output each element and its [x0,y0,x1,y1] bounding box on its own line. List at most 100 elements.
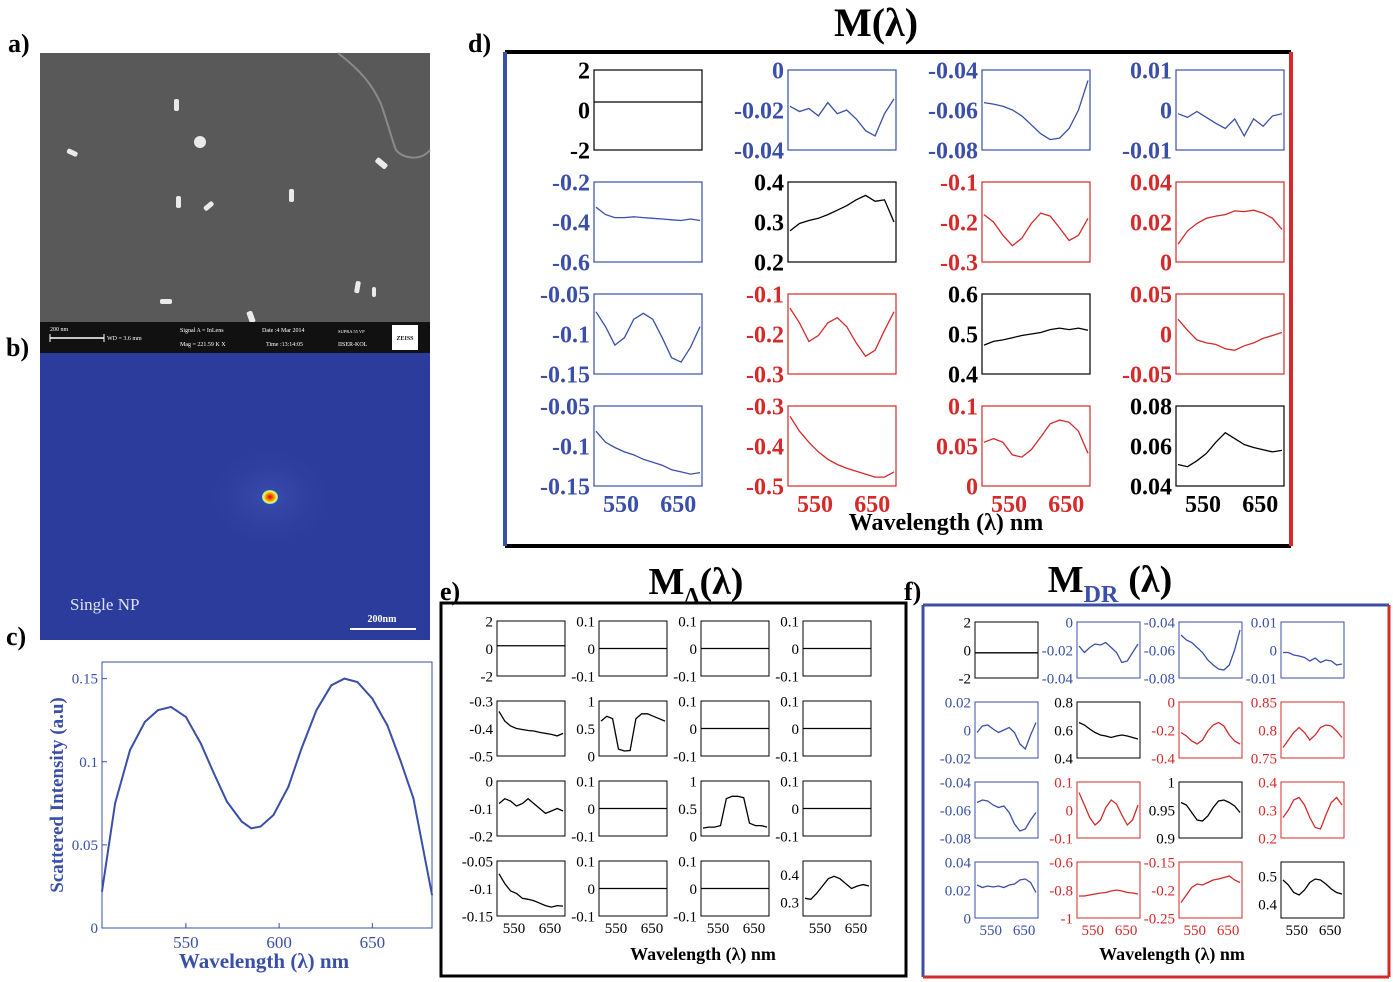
subplot-y-tick-label: -0.02 [1042,643,1073,659]
subplot-y-tick-label: -0.1 [571,829,595,845]
subplot-y-tick-label: -0.1 [571,909,595,925]
subplot-line [983,80,1089,141]
subplot-line [1180,875,1241,903]
subplot-y-tick-label: 0.5 [576,722,595,738]
subplot-y-tick-label: -0.1 [552,434,590,460]
nanoparticle-spot [262,490,278,504]
subplot-x-tick-label: 650 [1242,492,1278,518]
subplot-y-tick-label: -0.1 [552,322,590,348]
subplot-line [600,713,666,752]
subplot-frame [1175,69,1285,151]
subplot-y-tick-label: 0 [690,642,698,658]
subplot-y-tick-label: -0.05 [540,394,590,420]
sem-date: Date :4 Mar 2014 [262,328,305,334]
panel-d-xlabel: Wavelength (λ) nm [849,510,1043,536]
panel-f-title: MDR (λ) [1048,559,1173,608]
subplot-y-tick-label: -0.3 [469,694,493,710]
subplot-y-tick-label: -0.2 [552,170,590,196]
subplot-y-tick-label: 0 [690,829,698,845]
subplot-y-tick-label: 0.02 [945,695,971,711]
sem-signal: Signal A = InLens [180,328,224,334]
subplot-y-tick-label: -0.6 [1049,855,1073,871]
data-point [431,893,433,896]
subplot-line [498,711,564,737]
panel-label-e: e) [440,577,460,606]
subplot-y-tick-label: -0.4 [746,434,784,460]
subplot-frame [496,780,566,837]
subplot-frame [1175,181,1285,263]
subplot-frame [1178,861,1243,919]
subplot-y-tick-label: 0.02 [1130,210,1172,236]
subplot-y-tick-label: -0.08 [928,138,978,164]
subplot-y-tick-label: 0.1 [780,614,799,630]
subplot-line [1180,799,1241,822]
panel-e-xlabel: Wavelength (λ) nm [630,944,776,965]
subplot-frame [974,701,1039,759]
subplot-y-tick-label: 0.5 [1258,869,1277,885]
subplot-y-tick-label: 0 [1168,695,1176,711]
subplot-y-tick-label: 0 [690,722,698,738]
subplot-y-tick-label: -0.2 [1151,723,1175,739]
panel-label-b: b) [6,333,29,362]
panel-f-matrix: 2 0 -2 0 -0.02 -0.04 -0.04 -0.06 -0.08 0.01 0 -0.01… [940,615,1345,939]
subplot-y-tick-label: -0.06 [928,98,978,124]
subplot-y-tick-label: 0.8 [1054,695,1073,711]
subplot-y-tick-label: 0.1 [576,774,595,790]
x-tick-label: 600 [266,933,292,952]
subplot-line [1282,796,1343,830]
subplot-y-tick-label: 0.1 [780,694,799,710]
subplot-y-tick-label: 1 [588,694,596,710]
subplot-frame [974,861,1039,919]
subplot-y-tick-label: 0.4 [1258,897,1277,913]
subplot-frame [593,181,703,263]
subplot-line [804,875,870,900]
subplot-y-tick-label: -0.04 [940,775,972,791]
subplot-y-tick-label: -0.1 [469,882,493,898]
subplot-y-tick-label: 0.08 [1130,394,1172,420]
subplot-frame [1076,781,1141,839]
subplot-line [789,307,895,358]
data-point [371,697,374,700]
data-point [300,747,303,750]
subplot-line [595,311,701,363]
subplot-x-tick-label: 550 [1184,923,1207,939]
subplot-y-tick-label: -0.06 [1144,643,1176,659]
subplot-y-tick-label: -0.8 [1049,883,1073,899]
panel-e-frame: MΔ(λ) Wavelength (λ) nm [439,561,908,978]
subplot-y-tick-label: -0.4 [1151,751,1175,767]
data-point [114,802,116,805]
subplot-y-tick-label: 0 [966,474,978,500]
subplot-line [1180,721,1241,745]
subplot-x-tick-label: 550 [980,923,1003,939]
subplot-y-tick-label: 0.04 [945,855,972,871]
sem-institute: IISER-KOL [338,342,368,348]
subplot-y-tick-label: -0.3 [746,362,784,388]
subplot-y-tick-label: 0.4 [1258,775,1277,791]
single-np-label: Single NP [70,595,139,614]
panel-label-f: f) [904,577,921,606]
subplot-y-tick-label: -0.5 [469,749,493,765]
subplot-y-tick-label: -0.4 [469,722,493,738]
subplot-y-tick-label: -0.1 [673,669,697,685]
subplot-y-tick-label: -0.01 [1246,671,1277,687]
subplot-frame [1175,293,1285,375]
subplot-frame [787,293,897,375]
subplot-y-tick-label: 0 [964,643,972,659]
subplot-frame [1178,781,1243,839]
data-point [330,684,333,687]
subplot-y-tick-label: 0.6 [948,282,978,308]
subplot-y-tick-label: -0.1 [775,829,799,845]
subplot-y-tick-label: 0.3 [1258,803,1277,819]
data-point [287,785,290,788]
subplot-x-tick-label: 550 [809,921,832,937]
subplot-line [976,878,1037,893]
scattered-intensity-line [101,677,433,895]
subplot-y-tick-label: 0 [1270,643,1278,659]
subplot-x-tick-label: 550 [1286,923,1309,939]
data-point [343,677,346,680]
y-tick-label: 0.15 [72,672,98,688]
subplot-line [976,799,1037,832]
subplot-x-tick-label: 650 [539,921,562,937]
data-point [240,820,243,823]
data-point [199,742,202,745]
